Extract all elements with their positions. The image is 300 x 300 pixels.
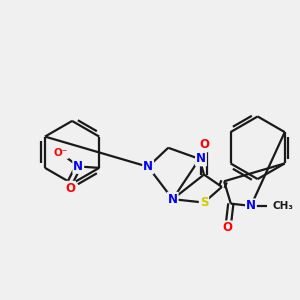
- Text: O: O: [222, 221, 232, 234]
- Text: N: N: [168, 193, 178, 206]
- Text: N: N: [73, 160, 83, 173]
- Text: O: O: [199, 138, 209, 151]
- Text: CH₃: CH₃: [273, 201, 294, 211]
- Text: N: N: [246, 200, 256, 212]
- Text: O⁻: O⁻: [54, 148, 68, 158]
- Text: N: N: [143, 160, 153, 173]
- Text: O: O: [65, 182, 75, 195]
- Text: S: S: [200, 196, 208, 209]
- Text: N: N: [196, 152, 206, 165]
